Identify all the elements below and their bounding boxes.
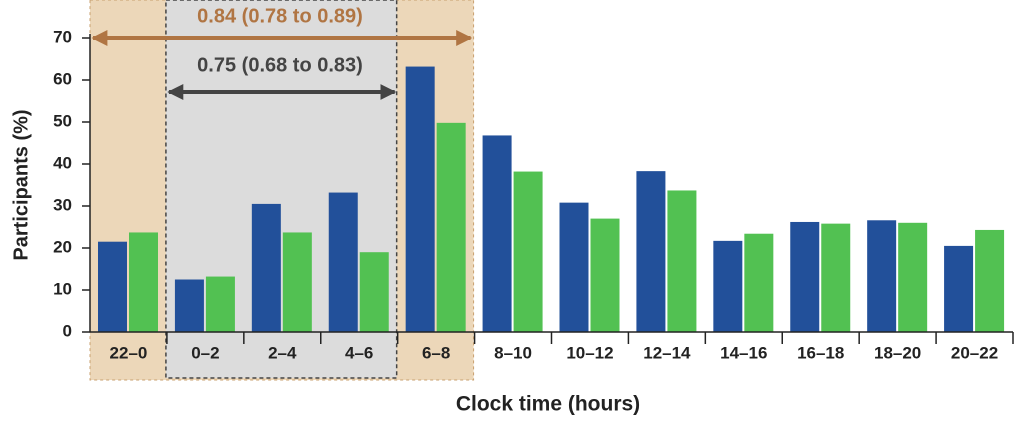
- y-tick-label: 40: [53, 153, 72, 172]
- x-tick-label: 20–22: [951, 343, 998, 362]
- bar: [513, 171, 543, 332]
- x-axis-label: Clock time (hours): [456, 393, 640, 416]
- bar: [944, 245, 974, 332]
- bar: [205, 276, 235, 332]
- x-tick-label: 0–2: [191, 343, 219, 362]
- bar: [482, 135, 512, 332]
- y-tick-label: 60: [53, 69, 72, 88]
- y-tick-label: 20: [53, 237, 72, 256]
- bar: [405, 66, 435, 332]
- highlight-region: [165, 0, 398, 379]
- bar: [867, 220, 897, 332]
- x-tick-label: 12–14: [643, 343, 691, 362]
- bar: [174, 279, 204, 332]
- x-tick-label: 10–12: [566, 343, 613, 362]
- bar: [821, 223, 851, 332]
- bar: [790, 221, 820, 332]
- bar: [359, 252, 389, 332]
- x-tick-label: 6–8: [422, 343, 450, 362]
- bar: [282, 232, 312, 332]
- bar: [713, 240, 743, 332]
- y-tick-label: 50: [53, 111, 72, 130]
- bar: [636, 171, 666, 332]
- x-tick-label: 14–16: [720, 343, 767, 362]
- bar: [667, 190, 697, 332]
- y-axis-label: Participants (%): [10, 109, 32, 260]
- bar: [898, 222, 928, 332]
- x-tick-label: 16–18: [797, 343, 844, 362]
- x-tick-label: 18–20: [874, 343, 921, 362]
- bar: [744, 233, 774, 332]
- y-tick-label: 30: [53, 195, 72, 214]
- annotation: 0.84 (0.78 to 0.89): [197, 5, 363, 27]
- bar: [590, 218, 620, 332]
- bar: [559, 202, 589, 332]
- y-tick-label: 0: [63, 321, 72, 340]
- x-tick-label: 2–4: [268, 343, 297, 362]
- bar: [975, 229, 1005, 332]
- bar: [328, 192, 358, 332]
- bar: [129, 232, 158, 332]
- y-tick-label: 70: [53, 27, 72, 46]
- x-tick-label: 22–0: [110, 343, 148, 362]
- x-tick-label: 4–6: [345, 343, 373, 362]
- y-tick-label: 10: [53, 279, 72, 298]
- bar: [251, 203, 281, 332]
- bar: [98, 241, 127, 332]
- annotation: 0.75 (0.68 to 0.83): [197, 54, 363, 76]
- bar: [436, 122, 466, 332]
- x-tick-label: 8–10: [494, 343, 532, 362]
